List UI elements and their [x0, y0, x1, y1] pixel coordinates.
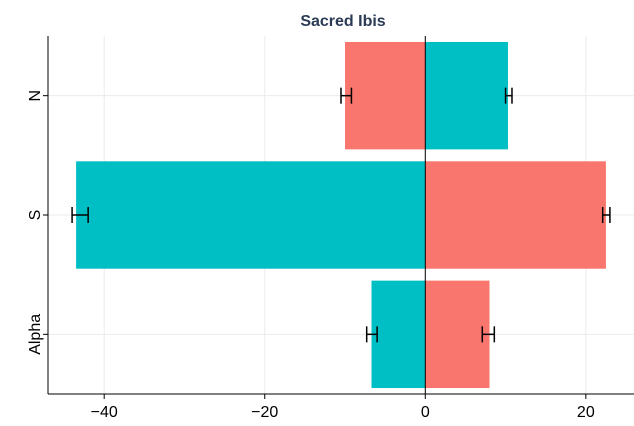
bar-alpha-4	[371, 280, 426, 389]
bar-n-0	[425, 41, 508, 150]
x-axis-ticks: −40 −20 0 20	[91, 394, 595, 421]
error-bar-s-2	[71, 207, 89, 223]
chart-title: Sacred Ibis	[300, 13, 385, 30]
error-bar-s-3	[601, 207, 611, 223]
bar-s-2	[76, 161, 426, 269]
bars-group	[76, 41, 606, 389]
x-tick-label-2: 0	[421, 404, 430, 421]
x-tick-label-0: −40	[91, 404, 118, 421]
error-bar-alpha-5	[481, 326, 496, 343]
bar-s-3	[425, 161, 606, 269]
x-tick-label-1: −20	[251, 404, 278, 421]
y-axis-ticks: N S Alpha	[27, 90, 48, 355]
x-tick-label-3: 20	[577, 404, 595, 421]
error-bar-n-0	[504, 87, 513, 104]
error-bars-group	[71, 87, 611, 343]
bar-alpha-5	[425, 280, 490, 389]
error-bar-n-1	[340, 87, 353, 104]
y-tick-label-s: S	[27, 210, 44, 221]
y-tick-label-n: N	[27, 90, 44, 102]
y-tick-label-alpha: Alpha	[27, 314, 44, 355]
bar-n-1	[345, 41, 426, 150]
error-bar-alpha-4	[365, 326, 378, 343]
